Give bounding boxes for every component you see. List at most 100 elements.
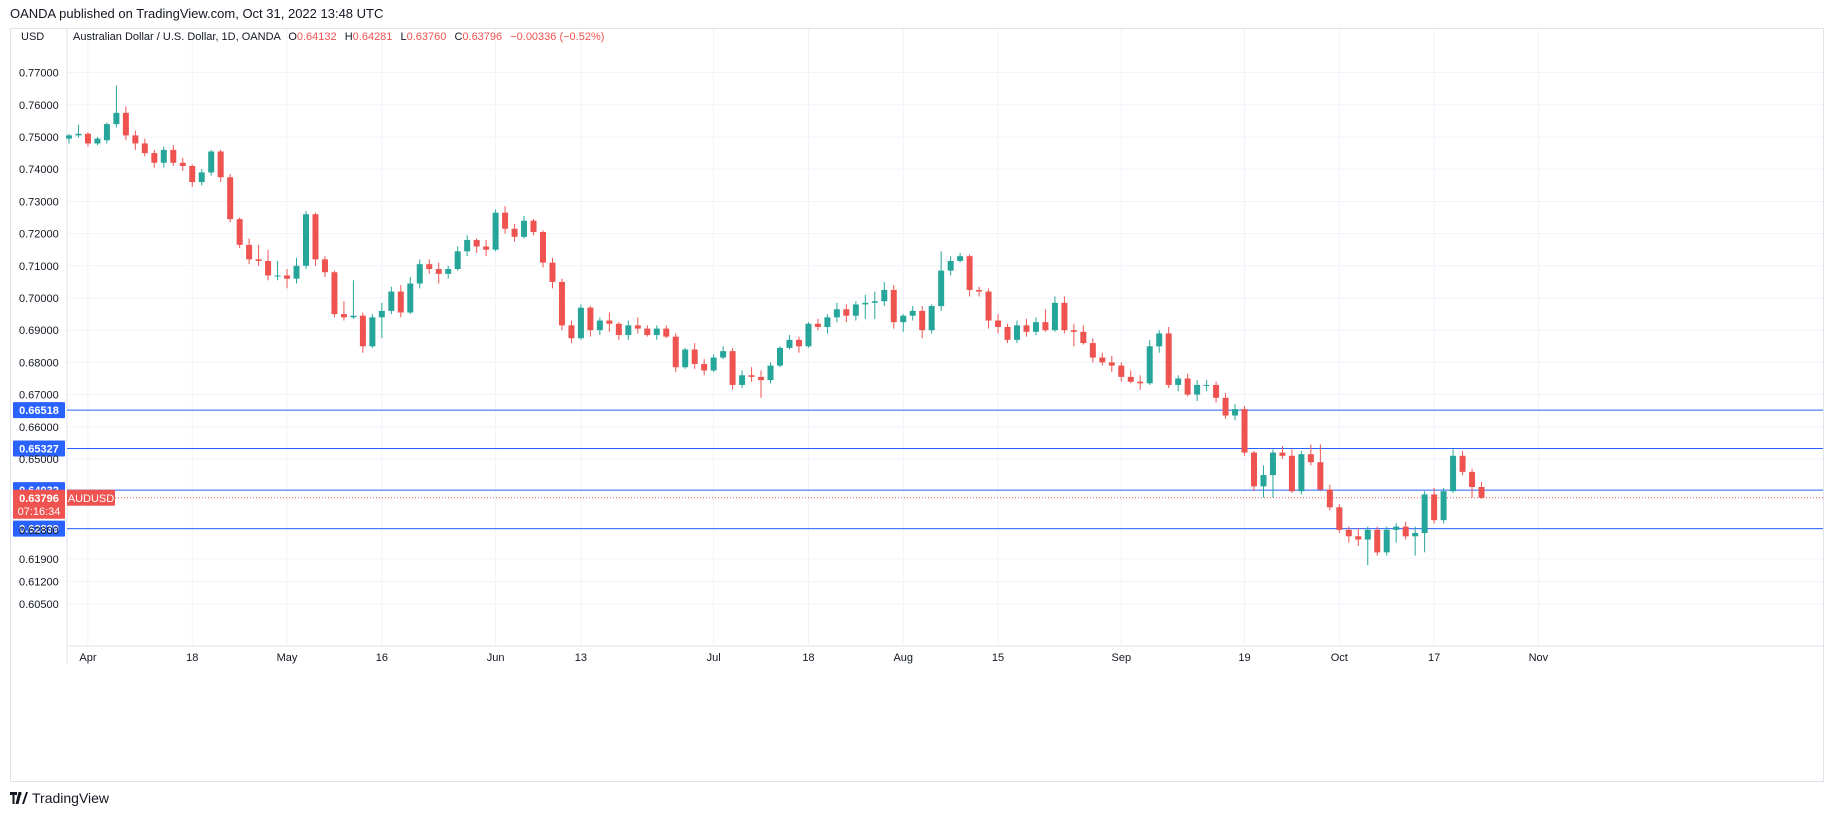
candle-body	[653, 328, 660, 336]
candle	[577, 304, 584, 340]
candle-body	[246, 244, 253, 260]
candle-body	[1146, 346, 1153, 384]
candle-body	[1004, 326, 1011, 340]
chart-frame[interactable]: 0.665180.653270.640320.628390.6379607:16…	[10, 28, 1824, 782]
y-tick-label: 0.61900	[19, 554, 59, 566]
candle-body	[909, 310, 916, 316]
candle	[653, 325, 660, 340]
candle-body	[1032, 322, 1039, 332]
candle-body	[1127, 376, 1134, 382]
candle-body	[1080, 331, 1087, 344]
candle	[568, 320, 575, 344]
candle-body	[606, 320, 613, 324]
legend-header: USD Australian Dollar / U.S. Dollar, 1D,…	[21, 31, 604, 43]
candle-body	[682, 349, 689, 368]
candle	[113, 85, 120, 128]
candle-body	[1364, 529, 1371, 540]
candle-body	[985, 291, 992, 321]
candle	[331, 270, 338, 318]
candle-body	[644, 328, 651, 336]
candle	[1469, 468, 1476, 498]
y-tick-label: 0.73000	[19, 196, 59, 208]
candle-body	[369, 317, 376, 347]
candle-body	[331, 272, 338, 315]
candle	[1118, 362, 1125, 382]
candle-body	[1023, 325, 1030, 332]
candle	[1194, 380, 1201, 402]
candle-body	[634, 325, 641, 329]
candle	[909, 306, 916, 321]
candle-body	[511, 228, 518, 237]
candle-body	[957, 256, 964, 261]
candle	[103, 122, 110, 144]
candle	[663, 325, 670, 339]
candle	[208, 149, 215, 176]
x-tick-label: Nov	[1529, 652, 1549, 664]
x-tick-label: 18	[186, 652, 198, 664]
candle-body	[151, 153, 158, 163]
candle-body	[1184, 378, 1191, 395]
candle-body	[1317, 462, 1324, 490]
candle	[1269, 449, 1276, 498]
y-tick-label: 0.69000	[19, 325, 59, 337]
candle-body	[701, 364, 708, 371]
candle	[1175, 375, 1182, 392]
candle	[1402, 521, 1409, 540]
candle	[1374, 526, 1381, 556]
candle-body	[321, 259, 328, 273]
candle	[132, 130, 139, 150]
candle	[1108, 355, 1115, 373]
candlestick-chart[interactable]: 0.665180.653270.640320.628390.6379607:16…	[11, 29, 1823, 781]
candle-body	[502, 212, 509, 229]
candle	[1042, 309, 1049, 332]
candle	[606, 312, 613, 332]
candle-body	[824, 317, 831, 327]
y-tick-label: 0.66000	[19, 422, 59, 434]
candle-body	[833, 309, 840, 318]
candle-body	[473, 240, 480, 247]
candle-body	[303, 214, 309, 266]
candle	[739, 370, 746, 389]
candle	[587, 306, 594, 337]
candle-body	[122, 112, 129, 136]
y-tick-label: 0.72000	[19, 229, 59, 241]
candle	[814, 318, 821, 331]
candle	[255, 244, 262, 266]
level-tag	[13, 402, 65, 419]
candle	[833, 302, 840, 323]
candle-body	[397, 291, 404, 313]
candle	[1203, 380, 1210, 392]
candle-body	[407, 283, 414, 313]
candle	[549, 257, 556, 289]
candle-body	[293, 265, 300, 279]
candle-body	[767, 365, 774, 381]
candle-body	[1213, 384, 1220, 398]
candle	[995, 314, 1002, 334]
candle-body	[1326, 489, 1333, 508]
candle	[957, 252, 964, 263]
level-tag-label: 0.65327	[19, 443, 59, 455]
candle-body	[587, 307, 594, 331]
candle-body	[1070, 330, 1077, 332]
y-tick-label: 0.74000	[19, 164, 59, 176]
footer-brand[interactable]: TradingView	[10, 790, 109, 806]
candle	[1184, 373, 1191, 397]
candle	[1137, 375, 1144, 390]
time-axis: Apr 18 May 16 Jun 13 Jul 18 Aug 15 Sep 19 Oct 17 Nov	[79, 652, 1548, 664]
x-tick-label: 16	[376, 652, 388, 664]
candle-body	[1156, 333, 1163, 347]
candle	[1023, 318, 1030, 337]
candle	[691, 343, 698, 369]
candle-body	[938, 270, 945, 307]
candle-body	[1288, 455, 1295, 492]
candle	[1222, 392, 1229, 419]
candle	[1326, 484, 1333, 511]
candle	[445, 265, 452, 279]
candle-body	[265, 260, 272, 276]
candle	[976, 286, 983, 297]
candle	[122, 106, 129, 141]
x-tick-label: Jul	[707, 652, 721, 664]
candle	[312, 212, 319, 266]
y-tick-label: 0.76000	[19, 100, 59, 112]
candle-body	[217, 151, 224, 178]
